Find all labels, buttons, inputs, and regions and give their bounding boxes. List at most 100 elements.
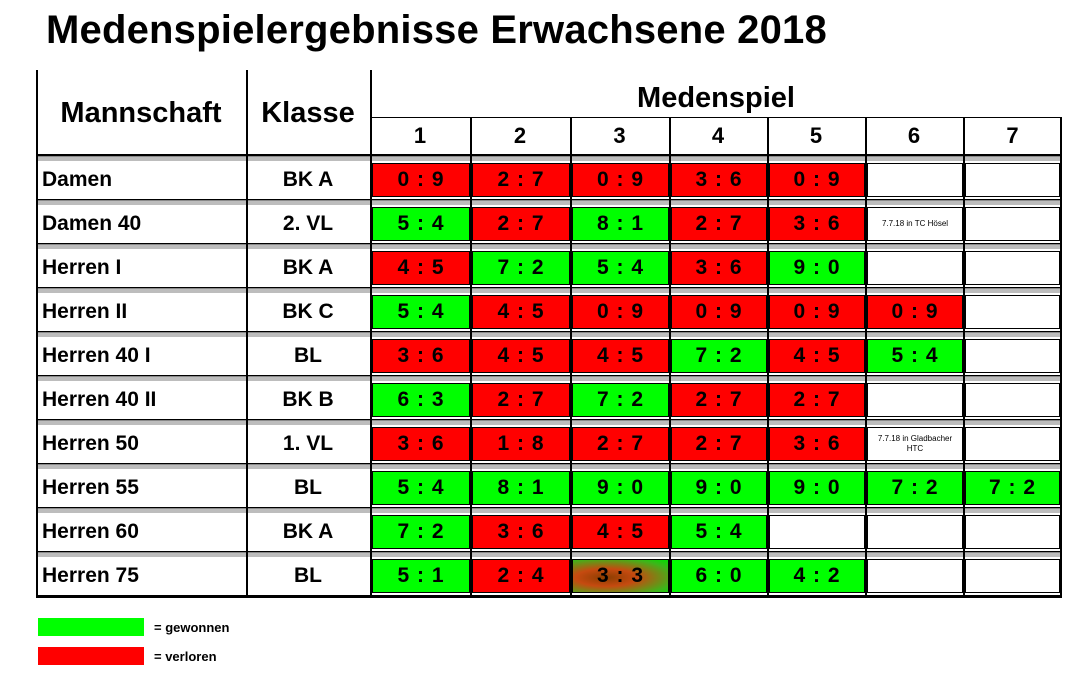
team-name: Herren I — [42, 256, 122, 279]
score-text: 4 : 5 — [793, 344, 841, 367]
header-divider — [370, 117, 1062, 118]
score-text: 8 : 1 — [596, 212, 645, 235]
score-text: 4 : 5 — [596, 520, 645, 543]
result-cell-empty — [965, 251, 1060, 285]
result-cell-win: 5 : 4 — [572, 251, 669, 285]
column-divider — [370, 70, 372, 598]
score-text: 3 : 6 — [695, 256, 743, 279]
score-text: 2 : 7 — [695, 388, 743, 411]
header-game-6: 6 — [907, 123, 921, 148]
header-klasse: Klasse — [261, 96, 355, 129]
result-cell-empty — [965, 515, 1060, 549]
team-name: Herren 50 — [42, 432, 139, 455]
team-name: Damen — [42, 168, 113, 191]
score-text: 0 : 9 — [695, 300, 743, 323]
score-text: 4 : 5 — [397, 256, 445, 279]
result-cell-loss: 4 : 5 — [572, 339, 669, 373]
header-game-5: 5 — [809, 123, 823, 148]
result-cell-win: 7 : 2 — [867, 471, 963, 505]
result-cell-win: 7 : 2 — [572, 383, 669, 417]
row-separator — [36, 552, 1062, 557]
result-cell-loss: 3 : 6 — [769, 427, 865, 461]
team-name: Herren 60 — [42, 520, 139, 543]
column-divider — [669, 117, 671, 598]
score-text: 0 : 9 — [793, 300, 841, 323]
row-border — [36, 507, 1062, 508]
score-text: 3 : 6 — [497, 520, 545, 543]
score-text: 9 : 0 — [596, 476, 645, 499]
team-name: Herren II — [42, 300, 128, 323]
result-cell-loss: 4 : 5 — [472, 339, 570, 373]
result-cell-draw: 3 : 3 — [572, 559, 669, 593]
score-text: 1 : 8 — [497, 432, 545, 455]
score-text: 0 : 9 — [596, 300, 645, 323]
table-row: Damen BK A 0 : 9 2 : 7 0 : 9 3 : 6 0 : 9 — [36, 156, 1062, 200]
result-cell-win: 8 : 1 — [472, 471, 570, 505]
result-cell-empty — [867, 251, 963, 285]
score-text: 2 : 7 — [497, 168, 545, 191]
result-cell-win: 6 : 0 — [671, 559, 767, 593]
table-row: Herren 50 1. VL 3 : 6 1 : 8 2 : 7 2 : 7 3 : 6 7… — [36, 420, 1062, 464]
row-border — [36, 331, 1062, 332]
score-text: 4 : 2 — [793, 564, 841, 587]
score-text: 6 : 0 — [695, 564, 743, 587]
result-cell-empty — [965, 295, 1060, 329]
score-text: 7 : 2 — [695, 344, 743, 367]
row-separator — [36, 464, 1062, 469]
score-text: 2 : 4 — [497, 564, 545, 587]
column-divider — [36, 70, 38, 598]
score-text: 3 : 6 — [397, 432, 445, 455]
row-border — [36, 375, 1062, 376]
result-cell-loss: 1 : 8 — [472, 427, 570, 461]
result-cell-win: 9 : 0 — [769, 251, 865, 285]
result-cell-loss: 3 : 6 — [671, 163, 767, 197]
column-divider — [865, 117, 867, 598]
score-text: 5 : 4 — [397, 212, 445, 235]
team-klasse: 2. VL — [282, 212, 334, 235]
score-text: 5 : 4 — [596, 256, 645, 279]
team-klasse: BK A — [282, 168, 334, 191]
result-cell-win: 7 : 2 — [372, 515, 470, 549]
result-cell-win: 5 : 4 — [671, 515, 767, 549]
score-text: 0 : 9 — [793, 168, 841, 191]
result-cell-win: 5 : 4 — [372, 207, 470, 241]
row-separator — [36, 288, 1062, 293]
score-text: 3 : 6 — [793, 212, 841, 235]
result-cell-loss: 2 : 7 — [472, 163, 570, 197]
column-divider — [570, 117, 572, 598]
row-border — [36, 463, 1062, 464]
table-row: Herren 55 BL 5 : 4 8 : 1 9 : 0 9 : 0 9 : 0 7 : … — [36, 464, 1062, 508]
score-text: 9 : 0 — [695, 476, 743, 499]
result-cell-win: 5 : 4 — [372, 295, 470, 329]
row-separator — [36, 420, 1062, 425]
row-border — [36, 419, 1062, 420]
result-cell-loss: 2 : 7 — [472, 383, 570, 417]
score-text: 2 : 7 — [695, 432, 743, 455]
score-text: 2 : 7 — [793, 388, 841, 411]
score-text: 7 : 2 — [497, 256, 545, 279]
result-cell-loss: 2 : 7 — [671, 207, 767, 241]
result-cell-win: 4 : 2 — [769, 559, 865, 593]
result-cell-loss: 4 : 5 — [372, 251, 470, 285]
result-cell-win: 5 : 1 — [372, 559, 470, 593]
row-separator — [36, 376, 1062, 381]
header-mannschaft: Mannschaft — [60, 96, 222, 129]
result-cell-loss: 0 : 9 — [769, 163, 865, 197]
table-row: Herren 40 II BK B 6 : 3 2 : 7 7 : 2 2 : 7 2 : … — [36, 376, 1062, 420]
team-klasse: BL — [294, 344, 322, 367]
result-cell-win: 7 : 2 — [472, 251, 570, 285]
header-game-3: 3 — [613, 123, 626, 148]
result-cell-loss: 3 : 6 — [671, 251, 767, 285]
result-cell-empty — [965, 559, 1060, 593]
row-border — [36, 243, 1062, 244]
result-cell-loss: 3 : 6 — [372, 427, 470, 461]
result-cell-win: 5 : 4 — [372, 471, 470, 505]
score-text: 5 : 4 — [891, 344, 939, 367]
column-divider — [1060, 117, 1062, 598]
score-text: 5 : 4 — [695, 520, 743, 543]
result-cell-loss: 2 : 4 — [472, 559, 570, 593]
result-cell-loss: 2 : 7 — [671, 383, 767, 417]
result-cell-win: 5 : 4 — [867, 339, 963, 373]
result-cell-empty: 7.7.18 in TC Hösel — [867, 207, 963, 241]
header-bottom-border — [36, 154, 1062, 156]
